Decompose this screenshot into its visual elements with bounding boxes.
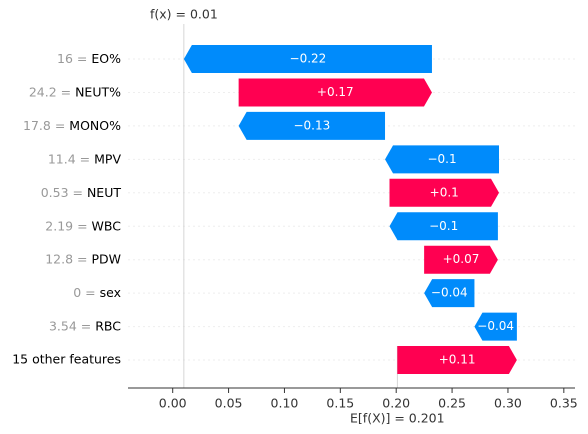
x-tick-label: 0.30 xyxy=(494,396,522,411)
value-label: −0.22 xyxy=(290,52,327,66)
x-tick-label: 0.25 xyxy=(438,396,466,411)
bar xyxy=(389,178,500,207)
base-label: E[f(X)] = 0.201 xyxy=(350,411,445,426)
feature-label: 12.8 = PDW xyxy=(45,251,121,266)
bar xyxy=(238,111,386,140)
feature-label: 24.2 = NEUT% xyxy=(29,84,121,99)
bar xyxy=(389,212,498,241)
value-label: −0.1 xyxy=(429,219,458,233)
feature-label: 17.8 = MONO% xyxy=(23,117,121,132)
value-label: −0.04 xyxy=(431,286,468,300)
bar xyxy=(385,145,500,174)
bar xyxy=(474,312,517,341)
feature-label: 3.54 = RBC xyxy=(49,318,121,333)
feature-label: 0 = sex xyxy=(73,285,121,300)
x-tick-label: 0.00 xyxy=(159,396,187,411)
value-label: +0.11 xyxy=(439,353,476,367)
bar xyxy=(424,279,475,308)
bar xyxy=(238,78,432,107)
bar xyxy=(183,45,432,73)
bar xyxy=(397,346,517,375)
feature-label: 0.53 = NEUT xyxy=(41,184,122,199)
value-label: −0.04 xyxy=(477,319,514,333)
feature-label: 15 other features xyxy=(12,352,121,367)
bar xyxy=(424,245,498,274)
feature-label: 11.4 = MPV xyxy=(48,151,122,166)
value-label: +0.1 xyxy=(430,185,459,199)
value-label: −0.1 xyxy=(427,152,456,166)
value-label: +0.17 xyxy=(317,85,354,99)
x-tick-label: 0.35 xyxy=(550,396,578,411)
x-tick-label: 0.10 xyxy=(271,396,299,411)
x-tick-label: 0.20 xyxy=(382,396,410,411)
value-label: −0.13 xyxy=(293,118,330,132)
value-label: +0.07 xyxy=(443,252,480,266)
feature-label: 16 = EO% xyxy=(57,51,121,66)
x-tick-label: 0.05 xyxy=(215,396,243,411)
feature-label: 2.19 = WBC xyxy=(45,218,121,233)
output-label: f(x) = 0.01 xyxy=(150,7,218,22)
x-tick-label: 0.15 xyxy=(326,396,354,411)
